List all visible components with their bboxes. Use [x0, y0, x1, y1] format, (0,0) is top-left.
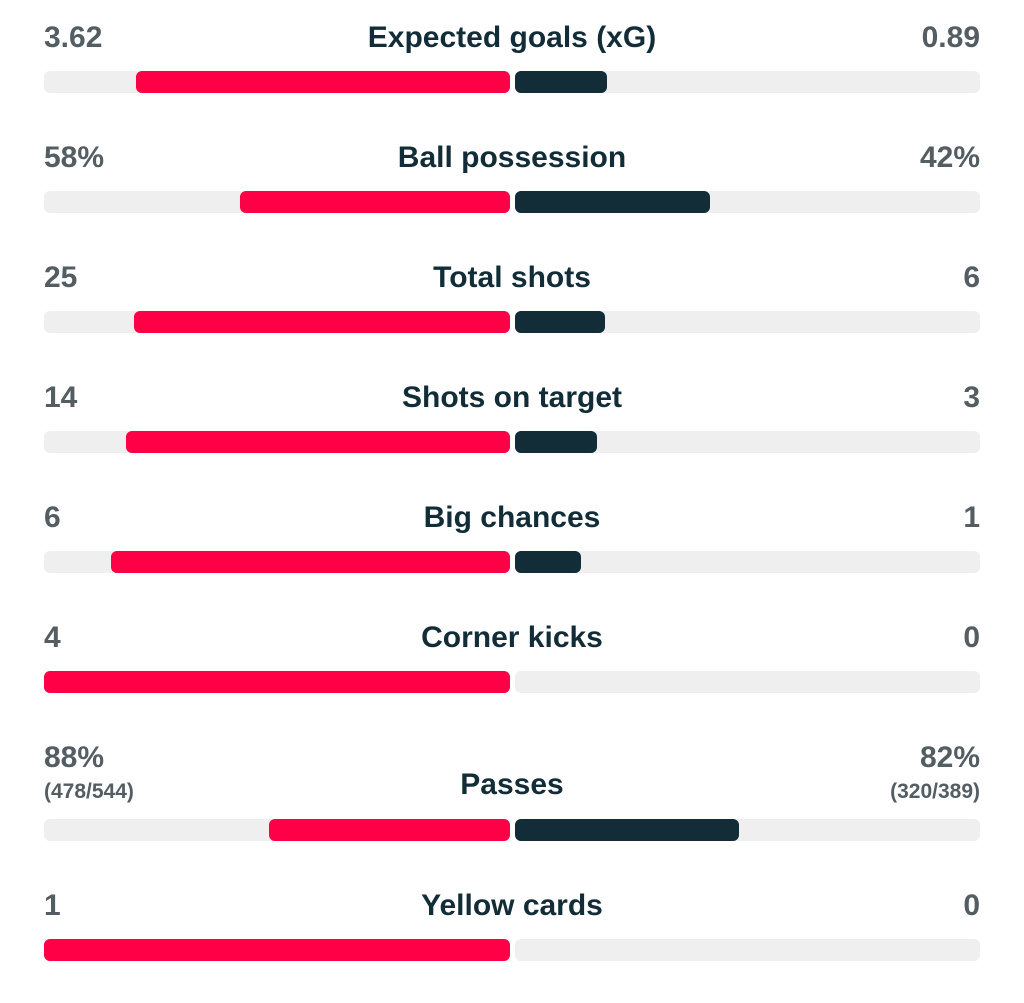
away-value: 0 [963, 620, 980, 656]
home-value: 4 [44, 620, 61, 656]
away-bar-fill [515, 71, 607, 93]
home-value-text: 1 [44, 889, 61, 922]
home-bar-track [44, 191, 510, 213]
away-value: 0.89 [922, 20, 980, 56]
away-value: 1 [963, 500, 980, 536]
home-bar-fill [134, 311, 510, 333]
away-value-text: 0 [963, 621, 980, 654]
away-value-text: 0.89 [921, 21, 980, 54]
home-value: 88% (478/544) [44, 740, 134, 806]
home-bar-fill [268, 819, 510, 841]
away-bar-fill [515, 551, 582, 573]
away-value: 6 [963, 260, 980, 296]
away-value: 42% [920, 140, 980, 176]
away-value-text: 3 [963, 381, 980, 414]
home-bar-track [44, 311, 510, 333]
away-bar-fill [515, 191, 711, 213]
away-bar-track [515, 671, 980, 693]
away-bar-track [515, 71, 980, 93]
home-value-text: 6 [44, 501, 61, 534]
away-value-text: 1 [963, 501, 980, 534]
home-value: 3.62 [44, 20, 102, 56]
home-bar-fill [110, 551, 510, 573]
away-bar-track [515, 191, 980, 213]
away-bar-track [515, 431, 980, 453]
away-bar-track [515, 311, 980, 333]
home-value-text: 4 [44, 621, 61, 654]
home-bar-fill [44, 939, 510, 961]
home-value: 58% [44, 140, 104, 176]
stat-title: Corner kicks [421, 621, 603, 654]
stat-title: Big chances [423, 501, 601, 534]
home-value-text: 14 [44, 381, 78, 414]
home-bar-track [44, 431, 510, 453]
away-bar-track [515, 551, 980, 573]
stat-title: Yellow cards [421, 889, 603, 922]
home-value-text: 25 [44, 261, 78, 294]
away-value: 0 [963, 888, 980, 924]
away-value-text: 0 [963, 889, 980, 922]
away-bar-fill [515, 431, 597, 453]
home-bar-track [44, 819, 510, 841]
away-value: 82% (320/389) [890, 740, 980, 806]
home-bar-track [44, 71, 510, 93]
home-value-detail: (478/544) [44, 780, 134, 803]
home-bar-fill [126, 431, 510, 453]
home-value: 1 [44, 888, 61, 924]
away-value: 3 [963, 380, 980, 416]
away-bar-fill [515, 819, 740, 841]
stat-title: Shots on target [401, 381, 622, 414]
away-value-detail: (320/389) [890, 780, 980, 803]
away-bar-track [515, 819, 980, 841]
home-bar-track [44, 671, 510, 693]
away-value-text: 82% [919, 741, 980, 774]
stat-title: Passes [460, 768, 564, 801]
home-value: 6 [44, 500, 61, 536]
stat-title: Total shots [433, 261, 591, 294]
home-value-text: 3.62 [44, 21, 103, 54]
home-value: 14 [44, 380, 77, 416]
home-bar-track [44, 939, 510, 961]
stat-title: Ball possession [397, 141, 627, 174]
home-value-text: 58% [44, 141, 105, 174]
away-value-text: 6 [963, 261, 980, 294]
away-bar-fill [515, 311, 606, 333]
stat-title: Expected goals (xG) [367, 21, 657, 54]
home-bar-fill [135, 71, 510, 93]
away-value-text: 42% [919, 141, 980, 174]
home-bar-fill [239, 191, 510, 213]
home-value: 25 [44, 260, 77, 296]
home-bar-fill [44, 671, 510, 693]
away-bar-track [515, 939, 980, 961]
home-bar-track [44, 551, 510, 573]
home-value-text: 88% [44, 741, 105, 774]
